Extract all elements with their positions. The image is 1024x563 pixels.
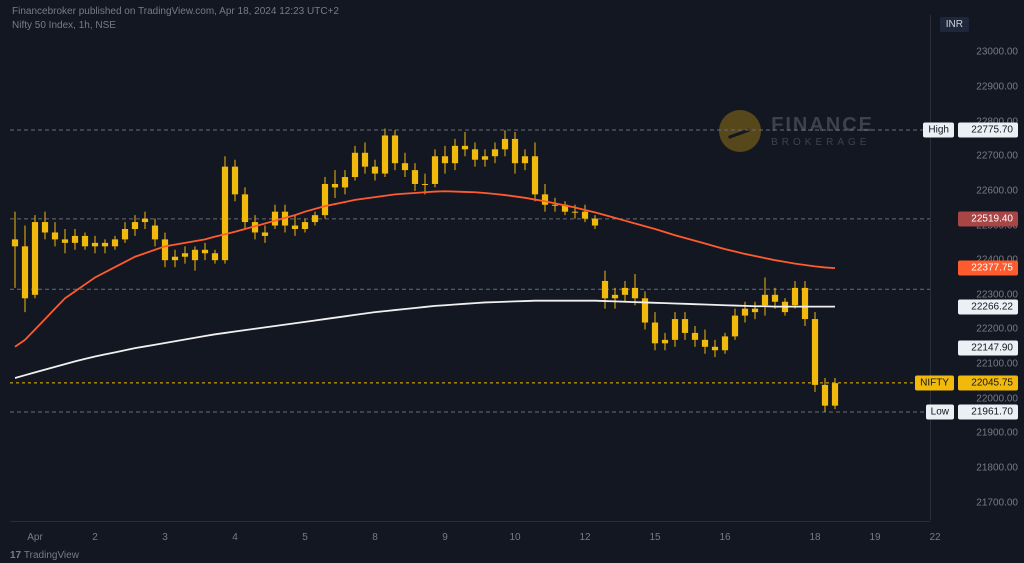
y-tick: 22200.00 xyxy=(938,324,1018,335)
y-tick: 21700.00 xyxy=(938,497,1018,508)
x-axis[interactable] xyxy=(10,521,930,546)
y-tick: 22600.00 xyxy=(938,185,1018,196)
price-label: 22045.75 xyxy=(958,375,1018,390)
x-tick: 4 xyxy=(232,532,238,543)
x-tick: 3 xyxy=(162,532,168,543)
y-tick: 22000.00 xyxy=(938,393,1018,404)
y-tick: 21900.00 xyxy=(938,428,1018,439)
y-tick: 21800.00 xyxy=(938,463,1018,474)
x-tick: 16 xyxy=(719,532,730,543)
price-label: 22266.22 xyxy=(958,299,1018,314)
x-tick: 19 xyxy=(869,532,880,543)
x-tick: 12 xyxy=(579,532,590,543)
price-label-prefix: High xyxy=(923,123,954,138)
x-tick: 2 xyxy=(92,532,98,543)
y-tick: 23000.00 xyxy=(938,47,1018,58)
x-tick: 22 xyxy=(929,532,940,543)
price-label-prefix: NIFTY xyxy=(915,375,954,390)
tradingview-badge: 17 TradingView xyxy=(10,550,79,561)
x-tick: 5 xyxy=(302,532,308,543)
price-label: 22775.70 xyxy=(958,123,1018,138)
y-tick: 22100.00 xyxy=(938,359,1018,370)
y-tick: 22700.00 xyxy=(938,151,1018,162)
x-tick: 10 xyxy=(509,532,520,543)
y-tick: 22900.00 xyxy=(938,81,1018,92)
price-label: 21961.70 xyxy=(958,405,1018,420)
price-label-prefix: Low xyxy=(926,405,954,420)
x-tick: 18 xyxy=(809,532,820,543)
price-label: 22377.75 xyxy=(958,260,1018,275)
price-label: 22519.40 xyxy=(958,211,1018,226)
chart-container: Financebroker published on TradingView.c… xyxy=(0,0,1024,563)
price-label: 22147.90 xyxy=(958,340,1018,355)
x-tick: Apr xyxy=(27,532,43,543)
chart-svg xyxy=(10,15,930,520)
x-tick: 15 xyxy=(649,532,660,543)
x-tick: 9 xyxy=(442,532,448,543)
plot-area[interactable] xyxy=(10,15,930,520)
x-tick: 8 xyxy=(372,532,378,543)
